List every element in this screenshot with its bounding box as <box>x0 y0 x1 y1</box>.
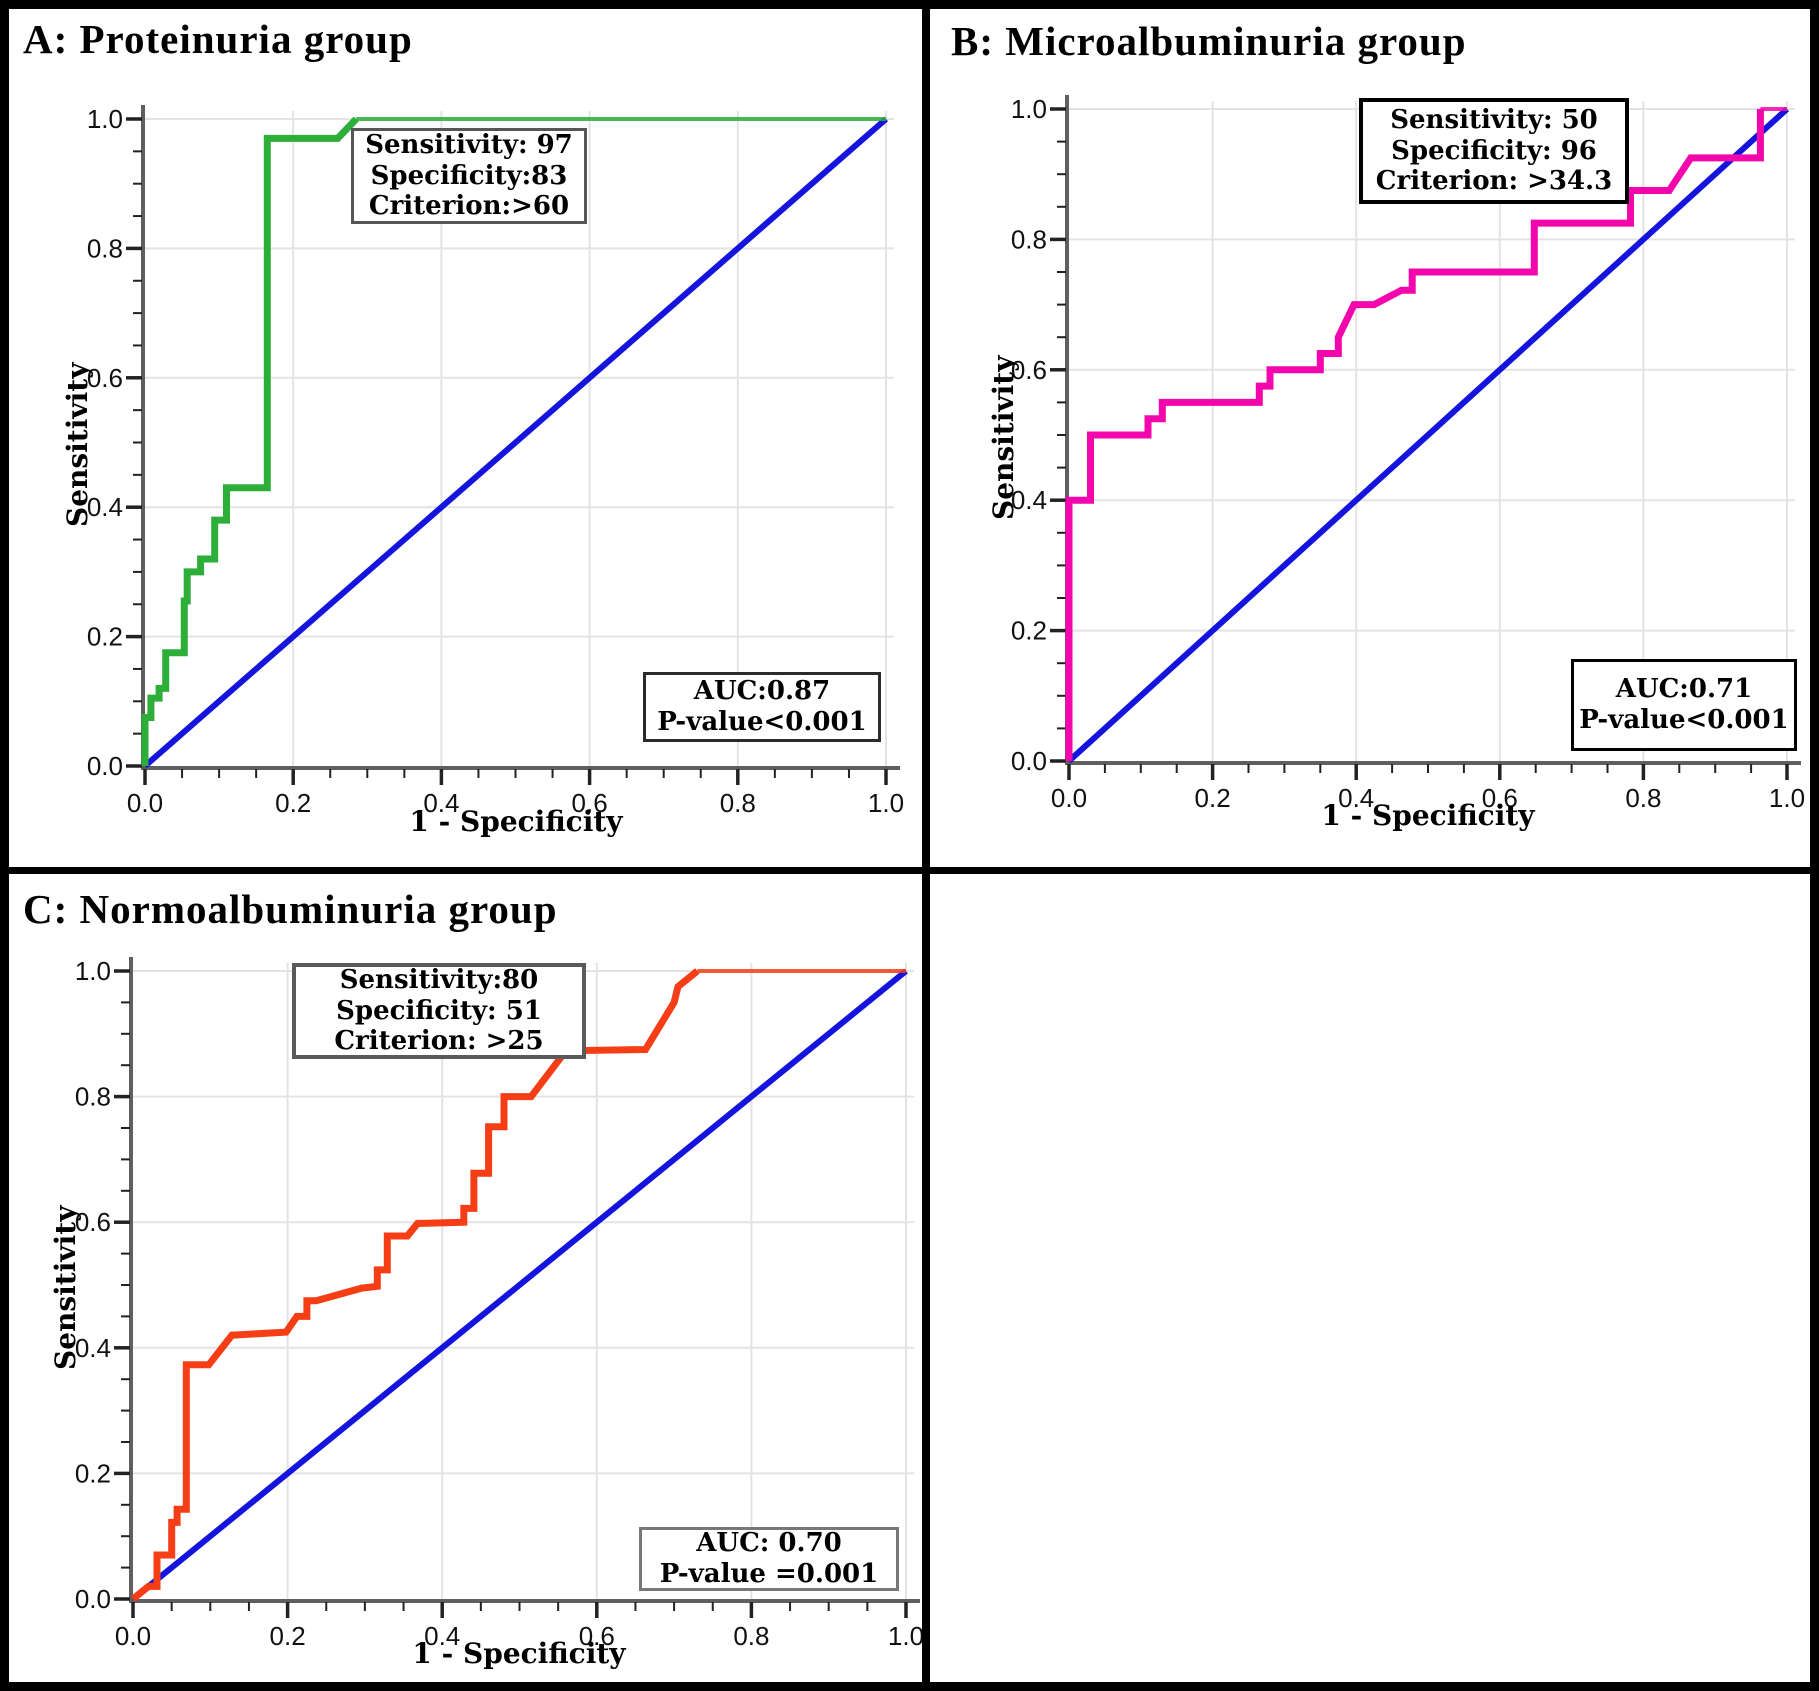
svg-text:0.0: 0.0 <box>127 788 163 818</box>
panel-divider-vertical <box>922 9 930 1682</box>
svg-text:0.6: 0.6 <box>579 1621 615 1651</box>
svg-text:0.8: 0.8 <box>733 1621 769 1651</box>
svg-text:0.6: 0.6 <box>572 788 608 818</box>
panel-b-criterion-box: Sensitivity: 50 Specificity: 96 Criterio… <box>1359 98 1629 204</box>
svg-text:1.0: 1.0 <box>868 788 904 818</box>
svg-text:0.6: 0.6 <box>1482 783 1518 813</box>
svg-text:0.8: 0.8 <box>1011 224 1047 254</box>
svg-text:0.2: 0.2 <box>270 1621 306 1651</box>
auc-line: AUC:0.87 <box>693 676 831 707</box>
panel-c-auc-box: AUC: 0.70 P-value =0.001 <box>639 1527 899 1591</box>
svg-text:0.8: 0.8 <box>75 1082 111 1112</box>
svg-text:0.4: 0.4 <box>1011 485 1047 515</box>
svg-text:1.0: 1.0 <box>1011 94 1047 124</box>
panel-b-xaxis-label: 1 - Specificity <box>1321 799 1535 832</box>
panel-a-title: A: Proteinuria group <box>23 16 413 62</box>
panel-c-yaxis-label: Sensitivity <box>49 1205 82 1370</box>
auc-line: P-value<0.001 <box>1579 705 1789 735</box>
panel-b-title: B: Microalbuminuria group <box>951 18 1467 64</box>
panel-divider-horizontal <box>9 867 1810 874</box>
svg-text:1.0: 1.0 <box>75 956 111 986</box>
auc-line: P-value<0.001 <box>657 707 867 737</box>
panel-microalbuminuria: B: Microalbuminuria group 0.0 0.2 0.4 0.6 0.… <box>931 9 1810 869</box>
svg-text:0.6: 0.6 <box>75 1207 111 1237</box>
svg-text:0.8: 0.8 <box>87 233 123 263</box>
svg-text:0.4: 0.4 <box>424 1621 460 1651</box>
panel-a-xaxis-label: 1 - Specificity <box>409 805 623 838</box>
svg-text:1.0: 1.0 <box>888 1621 924 1651</box>
svg-text:0.6: 0.6 <box>1011 355 1047 385</box>
panel-proteinuria: A: Proteinuria group 0.0 0.2 0.4 0.6 0.8 1.0 0… <box>9 9 922 869</box>
panel-c-xaxis-label: 1 - Specificity <box>412 1637 626 1670</box>
annotation-line: Specificity: 51 <box>336 995 542 1026</box>
annotation-line: Specificity: 96 <box>1391 135 1597 166</box>
svg-text:0.0: 0.0 <box>115 1621 151 1651</box>
panel-a-criterion-box: Sensitivity: 97 Specificity:83 Criterion… <box>351 128 587 224</box>
panel-c-criterion-box: Sensitivity:80 Specificity: 51 Criterion… <box>292 963 586 1059</box>
panel-a-auc-box: AUC:0.87 P-value<0.001 <box>643 672 881 742</box>
auc-line: AUC: 0.70 <box>696 1528 842 1559</box>
annotation-line: Sensitivity: 97 <box>365 130 573 160</box>
svg-text:0.4: 0.4 <box>1338 783 1374 813</box>
panel-c-title: C: Normoalbuminuria group <box>23 886 558 932</box>
annotation-line: Specificity:83 <box>370 160 568 191</box>
annotation-line: Sensitivity:80 <box>339 965 539 995</box>
panel-b-yaxis-label: Sensitivity <box>987 355 1020 520</box>
annotation-line: Sensitivity: 50 <box>1390 104 1598 135</box>
svg-text:0.2: 0.2 <box>87 622 123 652</box>
svg-text:0.0: 0.0 <box>75 1584 111 1614</box>
annotation-line: Criterion: >34.3 <box>1375 166 1613 197</box>
svg-text:0.4: 0.4 <box>75 1333 111 1363</box>
annotation-line: Criterion:>60 <box>368 191 570 222</box>
auc-line: AUC:0.71 <box>1615 674 1753 705</box>
svg-text:0.0: 0.0 <box>1011 746 1047 776</box>
svg-text:1.0: 1.0 <box>1769 783 1805 813</box>
panel-b-roc-plot: 0.0 0.2 0.4 0.6 0.8 1.0 0.0 0.2 0.4 0.6 0.8 1.0 <box>1011 94 1805 813</box>
svg-text:0.0: 0.0 <box>87 751 123 781</box>
svg-text:1.0: 1.0 <box>87 104 123 134</box>
svg-text:0.2: 0.2 <box>1195 783 1231 813</box>
svg-text:0.2: 0.2 <box>1011 616 1047 646</box>
svg-text:0.2: 0.2 <box>75 1458 111 1488</box>
svg-text:0.2: 0.2 <box>275 788 311 818</box>
panel-a-yaxis-label: Sensitivity <box>61 362 94 527</box>
svg-text:0.4: 0.4 <box>87 492 123 522</box>
svg-text:0.0: 0.0 <box>1051 783 1087 813</box>
svg-text:0.4: 0.4 <box>423 788 459 818</box>
panel-b-auc-box: AUC:0.71 P-value<0.001 <box>1571 659 1797 751</box>
annotation-line: Criterion: >25 <box>334 1026 544 1057</box>
svg-text:0.6: 0.6 <box>87 363 123 393</box>
panel-c-roc-plot: 0.0 0.2 0.4 0.6 0.8 1.0 0.0 0.2 0.4 0.6 0.8 1.0 <box>75 956 924 1651</box>
panel-normoalbuminuria: C: Normoalbuminuria group 0.0 0.2 0.4 0.6 0.… <box>9 881 927 1682</box>
auc-line: P-value =0.001 <box>659 1559 879 1589</box>
svg-text:0.8: 0.8 <box>720 788 756 818</box>
svg-text:0.8: 0.8 <box>1625 783 1661 813</box>
